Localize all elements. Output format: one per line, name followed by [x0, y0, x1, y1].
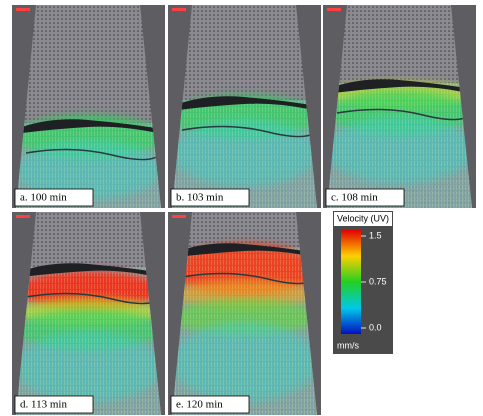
legend: Velocity (UV) mm/s 1.5 0.75 0.0 — [333, 211, 393, 354]
scale-marker — [16, 8, 30, 11]
velocity-vectors — [12, 267, 165, 415]
velocity-field — [12, 263, 165, 415]
photo-panel: c. 108 min — [323, 5, 476, 208]
colorbar-tick-label: 1.5 — [369, 230, 382, 240]
photo-panel: d. 113 min — [12, 212, 165, 415]
panel-label: b. 103 min — [176, 192, 224, 204]
photo-panel: e. 120 min — [168, 212, 321, 415]
colorbar-tick-label: 0.0 — [369, 322, 382, 332]
scale-marker — [327, 8, 341, 11]
scale-marker — [172, 215, 186, 218]
panel-label: d. 113 min — [20, 399, 67, 411]
panel-label: c. 108 min — [331, 192, 378, 204]
legend-title: Velocity (UV) — [337, 213, 389, 223]
velocity-vectors — [168, 247, 321, 415]
figure: a. 100 min b. 103 min c. 108 min d. 113 min… — [0, 0, 483, 416]
scale-marker — [172, 8, 186, 11]
photo-panel: b. 103 min — [168, 5, 321, 208]
scale-marker — [16, 215, 30, 218]
photo-panel: a. 100 min — [12, 5, 165, 208]
legend-unit: mm/s — [337, 340, 359, 350]
velocity-field — [168, 243, 321, 415]
panel-label: e. 120 min — [176, 399, 223, 411]
color-bar — [341, 230, 361, 334]
panel-label: a. 100 min — [20, 192, 67, 204]
colorbar-tick-label: 0.75 — [369, 276, 387, 286]
